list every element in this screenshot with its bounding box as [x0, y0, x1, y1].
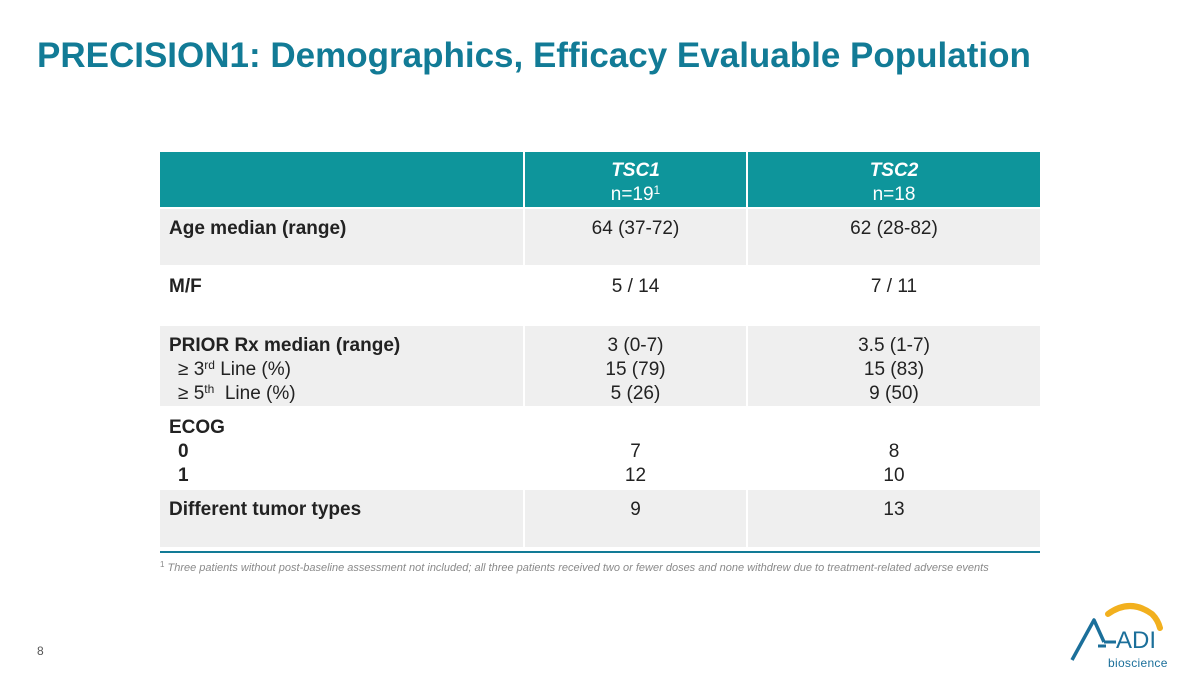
- mf-tsc2: 7 / 11: [747, 266, 1040, 326]
- prior-tsc1-line3: 15 (79): [605, 359, 666, 380]
- prior-tsc1: 3 (0-7) 15 (79) 5 (26): [524, 325, 748, 408]
- aadi-logo-icon: ADI: [1070, 603, 1163, 661]
- ecog-label: ECOG: [169, 417, 225, 438]
- prior-tsc2: 3.5 (1-7) 15 (83) 9 (50): [747, 325, 1040, 408]
- header-tsc2: TSC2 n=18: [747, 152, 1040, 209]
- table-row-prior-rx: PRIOR Rx median (range) ≥ 3rd Line (%) ≥…: [160, 325, 1040, 408]
- table-bottom-rule: [160, 551, 1040, 553]
- prior-line5-sup: th: [204, 382, 215, 396]
- table-header-row: TSC1 n=191 TSC2 n=18: [160, 152, 1040, 209]
- tumor-label: Different tumor types: [160, 489, 525, 549]
- table-row-age: Age median (range) 64 (37-72) 62 (28-82): [160, 208, 1040, 267]
- ecog-tsc1-0: 7: [630, 441, 641, 462]
- table-row-mf: M/F 5 / 14 7 / 11: [160, 266, 1040, 326]
- page-title: PRECISION1: Demographics, Efficacy Evalu…: [37, 36, 1031, 75]
- table-row-tumor-types: Different tumor types 9 13: [160, 489, 1040, 549]
- tumor-tsc2: 13: [747, 489, 1040, 549]
- page-number: 8: [37, 644, 44, 658]
- ecog-tsc2-spacer: [748, 416, 1040, 440]
- prior-label: PRIOR Rx median (range): [169, 335, 401, 356]
- ecog-tsc1-1: 12: [624, 465, 647, 486]
- prior-tsc2-line5: 9 (50): [869, 383, 919, 404]
- header-tsc1-n-sup: 1: [653, 183, 661, 197]
- prior-line3-sup: rd: [204, 358, 215, 372]
- prior-tsc2-line3: 15 (83): [863, 359, 925, 380]
- prior-line3-label: ≥ 3rd Line (%): [169, 358, 523, 382]
- header-tsc1-gene: TSC1: [611, 160, 660, 181]
- prior-line3-pre: ≥ 3: [178, 359, 205, 380]
- header-tsc1-n: n=19: [610, 184, 654, 205]
- ecog-tsc1-spacer: [525, 416, 746, 440]
- prior-line5-label: ≥ 5th Line (%): [169, 382, 523, 406]
- logo-text: bioscience: [1108, 656, 1168, 670]
- ecog-tsc2-1: 10: [883, 465, 905, 486]
- prior-tsc1-line5: 5 (26): [610, 383, 661, 404]
- ecog-tsc2-0: 8: [888, 441, 900, 462]
- age-label: Age median (range): [160, 208, 525, 267]
- footnote: 1 Three patients without post-baseline a…: [160, 560, 989, 575]
- prior-line5-post: Line (%): [214, 383, 296, 404]
- svg-text:ADI: ADI: [1116, 627, 1156, 654]
- header-tsc1: TSC1 n=191: [524, 152, 748, 209]
- prior-line5-pre: ≥ 5: [178, 383, 205, 404]
- ecog-tsc2: 8 10: [747, 407, 1040, 490]
- tumor-tsc1: 9: [524, 489, 748, 549]
- ecog-1-label: 1: [178, 465, 189, 486]
- prior-tsc1-median: 3 (0-7): [607, 335, 664, 356]
- ecog-tsc1: 7 12: [524, 407, 748, 490]
- ecog-cell: ECOG 0 1: [160, 407, 525, 490]
- footnote-text: Three patients without post-baseline ass…: [164, 562, 989, 574]
- prior-cell: PRIOR Rx median (range) ≥ 3rd Line (%) ≥…: [160, 325, 525, 408]
- mf-label: M/F: [160, 266, 525, 326]
- header-empty-cell: [160, 152, 525, 209]
- footnote-sup: 1: [160, 560, 165, 569]
- header-tsc2-n: n=18: [872, 184, 916, 205]
- mf-tsc1: 5 / 14: [524, 266, 748, 326]
- ecog-0-label: 0: [178, 441, 189, 462]
- age-tsc2: 62 (28-82): [747, 208, 1040, 267]
- prior-line3-post: Line (%): [214, 359, 291, 380]
- table-row-ecog: ECOG 0 1 7 12 8 10: [160, 407, 1040, 490]
- header-tsc2-gene: TSC2: [869, 160, 919, 181]
- demographics-table: TSC1 n=191 TSC2 n=18 Age median (range) …: [160, 152, 1040, 549]
- prior-tsc2-median: 3.5 (1-7): [858, 335, 930, 356]
- age-tsc1: 64 (37-72): [524, 208, 748, 267]
